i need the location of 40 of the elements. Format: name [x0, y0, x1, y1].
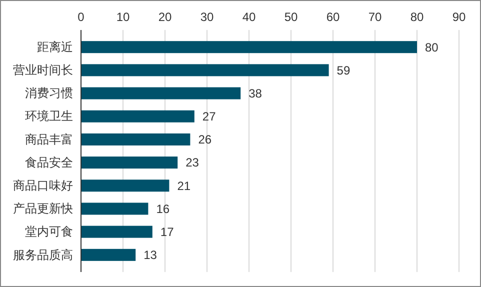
y-tick-label: 距离近 — [37, 40, 73, 54]
bar — [81, 87, 241, 100]
x-tick-label: 40 — [242, 10, 256, 24]
y-tick-label: 服务品质高 — [13, 248, 73, 262]
bar — [81, 41, 417, 54]
x-tick-label: 90 — [452, 10, 466, 24]
bar — [81, 226, 152, 238]
data-label: 38 — [248, 86, 262, 100]
x-tick-label: 80 — [410, 10, 424, 24]
x-tick-label: 20 — [158, 10, 172, 24]
data-label: 13 — [144, 248, 158, 262]
data-label: 80 — [425, 40, 439, 54]
y-tick-label: 商品丰富 — [25, 132, 73, 146]
bar — [81, 64, 329, 76]
bar — [81, 133, 190, 146]
y-tick-label: 消费习惯 — [25, 86, 73, 100]
x-tick-label: 30 — [200, 10, 214, 24]
x-tick-label: 70 — [368, 10, 382, 24]
bar — [81, 156, 178, 169]
bar — [81, 202, 148, 215]
x-tick-label: 10 — [116, 10, 130, 24]
y-tick-label: 产品更新快 — [13, 202, 73, 216]
data-label: 59 — [336, 63, 350, 78]
data-label: 17 — [160, 225, 174, 240]
x-tick-label: 50 — [284, 10, 298, 24]
bar — [81, 110, 194, 122]
data-label: 23 — [186, 156, 200, 170]
y-tick-label: 食品安全 — [25, 155, 73, 170]
bar — [81, 180, 170, 192]
data-label: 16 — [156, 202, 170, 216]
y-tick-label: 营业时间长 — [13, 63, 73, 78]
y-tick-label: 商品口味好 — [13, 178, 73, 192]
x-tick-label: 60 — [326, 10, 340, 24]
bar — [81, 248, 136, 261]
y-tick-label: 堂内可食 — [25, 224, 73, 239]
x-tick-label: 0 — [78, 10, 85, 24]
data-label: 26 — [198, 132, 212, 147]
y-tick-label: 环境卫生 — [25, 109, 73, 124]
data-label: 21 — [177, 178, 191, 193]
data-label: 27 — [202, 110, 216, 124]
